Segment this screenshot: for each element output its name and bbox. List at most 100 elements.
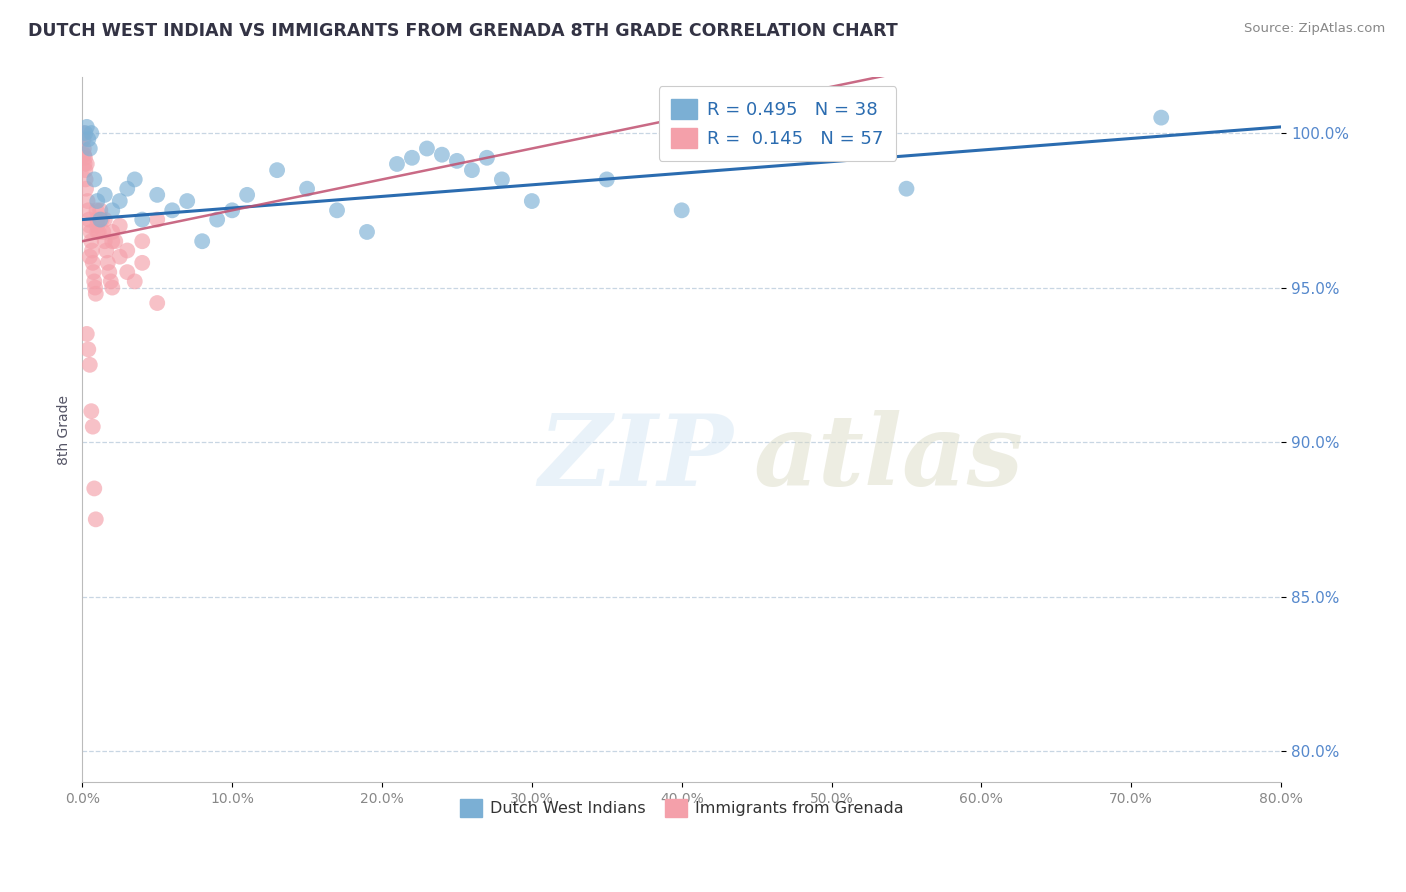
Point (295, 182, 318, 196)
Point (80, 404, 103, 418)
Point (108, 194, 131, 208)
Point (326, 203, 349, 218)
Point (84, 286, 107, 301)
Point (80, 244, 103, 258)
Point (80, 234, 103, 248)
Point (89, 203, 111, 218)
Point (430, 147, 453, 161)
Point (73, 157, 96, 171)
Point (416, 141, 439, 155)
Point (131, 234, 153, 248)
Point (86, 194, 108, 208)
Point (520, 194, 543, 208)
Point (76, 194, 98, 208)
Y-axis label: 8th Grade: 8th Grade (58, 395, 72, 465)
Point (1150, 111, 1173, 125)
Point (146, 212, 169, 227)
Point (79, 141, 101, 155)
Point (83, 482, 105, 496)
Point (73, 141, 96, 155)
Point (176, 194, 198, 208)
Point (75, 172, 97, 186)
Point (83, 274, 105, 288)
Point (108, 250, 131, 264)
Point (896, 182, 918, 196)
Point (84, 280, 107, 294)
Point (124, 274, 146, 288)
Point (75, 182, 97, 196)
Point (79, 250, 101, 264)
Legend: Dutch West Indians, Immigrants from Grenada: Dutch West Indians, Immigrants from Gren… (451, 791, 911, 825)
Point (82, 256, 104, 270)
Point (146, 296, 169, 310)
Point (146, 187, 169, 202)
Point (97, 256, 120, 270)
Point (91, 225, 114, 239)
Point (104, 234, 127, 248)
Point (76, 326, 98, 341)
Point (76, 157, 98, 171)
Point (87, 225, 110, 239)
Point (79, 219, 101, 233)
Point (108, 219, 131, 233)
Point (86, 203, 108, 218)
Point (131, 212, 153, 227)
Point (89, 212, 111, 227)
Point (101, 203, 124, 218)
Point (131, 256, 153, 270)
Point (117, 265, 139, 279)
Text: atlas: atlas (754, 409, 1024, 506)
Point (76, 120, 98, 134)
Point (83, 265, 105, 279)
Point (401, 151, 423, 165)
Point (84, 512, 107, 526)
Point (77, 203, 100, 218)
Point (124, 172, 146, 186)
Point (101, 225, 124, 239)
Point (83, 172, 105, 186)
Point (82, 419, 104, 434)
Point (77, 343, 100, 357)
Point (491, 172, 513, 186)
Point (117, 244, 139, 258)
Point (73, 147, 96, 161)
Point (73, 151, 96, 165)
Point (385, 157, 408, 171)
Point (221, 203, 243, 218)
Point (475, 151, 498, 165)
Point (356, 225, 378, 239)
Point (160, 203, 183, 218)
Point (77, 212, 100, 227)
Point (191, 234, 214, 248)
Text: DUTCH WEST INDIAN VS IMMIGRANTS FROM GRENADA 8TH GRADE CORRELATION CHART: DUTCH WEST INDIAN VS IMMIGRANTS FROM GRE… (28, 22, 898, 40)
Point (86, 212, 108, 227)
Point (446, 153, 468, 168)
Point (101, 234, 124, 248)
Point (94, 212, 117, 227)
Point (77, 132, 100, 146)
Point (266, 163, 288, 178)
Point (94, 187, 117, 202)
Point (80, 126, 103, 140)
Point (90, 212, 112, 227)
Point (596, 172, 619, 186)
Point (86, 225, 108, 239)
Point (72, 126, 94, 140)
Point (461, 163, 484, 178)
Point (236, 187, 259, 202)
Point (75, 126, 97, 140)
Point (79, 358, 101, 372)
Point (75, 163, 97, 178)
Point (79, 225, 101, 239)
Point (101, 280, 124, 294)
Point (98, 265, 121, 279)
Point (86, 219, 108, 233)
Text: ZIP: ZIP (538, 409, 733, 506)
Point (671, 203, 693, 218)
Text: Source: ZipAtlas.com: Source: ZipAtlas.com (1244, 22, 1385, 36)
Point (205, 212, 228, 227)
Point (100, 274, 122, 288)
Point (96, 244, 118, 258)
Point (94, 234, 117, 248)
Point (72, 132, 94, 146)
